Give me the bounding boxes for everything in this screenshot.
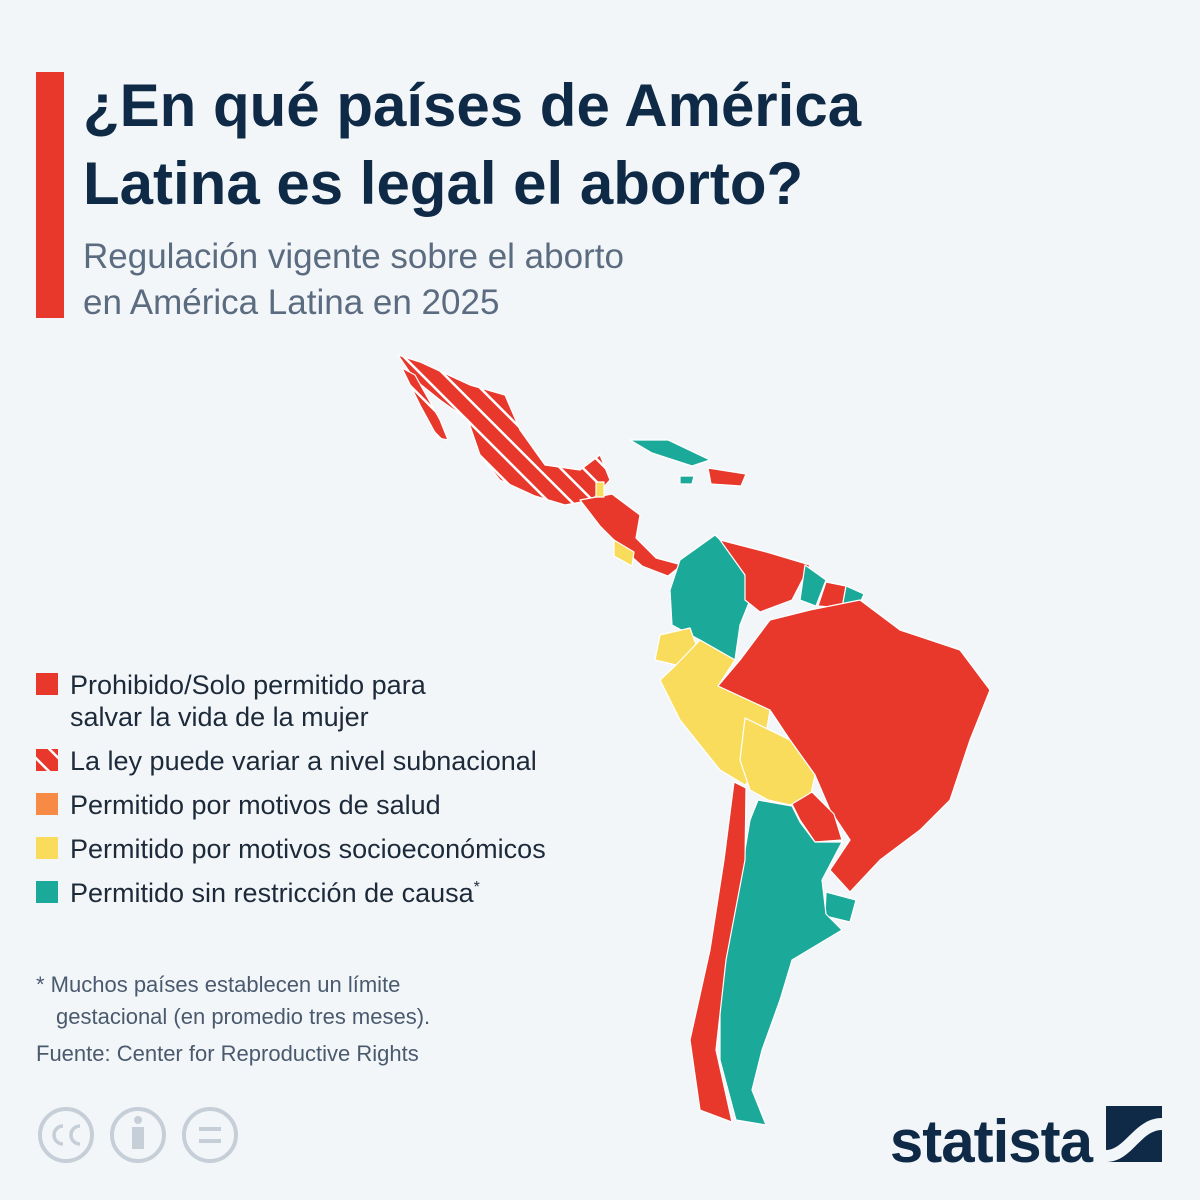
country [799,564,827,607]
country [707,467,747,487]
legend-swatch [36,673,58,695]
legend-label: La ley puede variar a nivel subnacional [70,746,537,776]
legend-label: Permitido por motivos de salud [70,790,441,820]
legend-label: Permitido sin restricción de causa* [70,878,480,908]
country [717,599,991,893]
legend-item: La ley puede variar a nivel subnacional [36,746,537,776]
country [629,439,711,467]
legend-label: Prohibido/Solo permitido para [70,670,427,700]
legend-item: Permitido por motivos socioeconómicos [36,834,546,864]
country [397,354,611,506]
country [791,791,843,843]
country [595,481,605,498]
country [719,539,811,613]
map [397,354,991,1126]
legend-swatch [36,749,58,771]
footnote: gestacional (en promedio tres meses). [56,1004,430,1029]
legend-swatch [36,793,58,815]
legend-label: Permitido por motivos socioeconómicos [70,834,546,864]
footnote: * Muchos países establecen un límite [36,972,400,997]
accent-bar [36,72,64,318]
country [689,781,747,1123]
legend-swatch [36,837,58,859]
subtitle-line: Regulación vigente sobre el aborto [83,237,624,276]
subtitle-line: en América Latina en 2025 [83,283,499,322]
country [679,475,695,485]
license-icons [38,1107,238,1163]
legend-swatch [36,881,58,903]
title-line: ¿En qué países de América [83,72,862,139]
source: Fuente: Center for Reproductive Rights [36,1041,419,1066]
country [401,367,449,441]
country [613,539,635,567]
brand-icon [1106,1106,1162,1162]
legend-label: salvar la vida de la mujer [70,702,369,732]
brand-logo: statista [890,1108,1094,1175]
note-mark: * [474,879,480,896]
country [739,717,816,806]
legend-item: Permitido por motivos de salud [36,790,441,820]
title-line: Latina es legal el aborto? [83,150,803,217]
legend-item: Permitido sin restricción de causa* [36,878,480,908]
